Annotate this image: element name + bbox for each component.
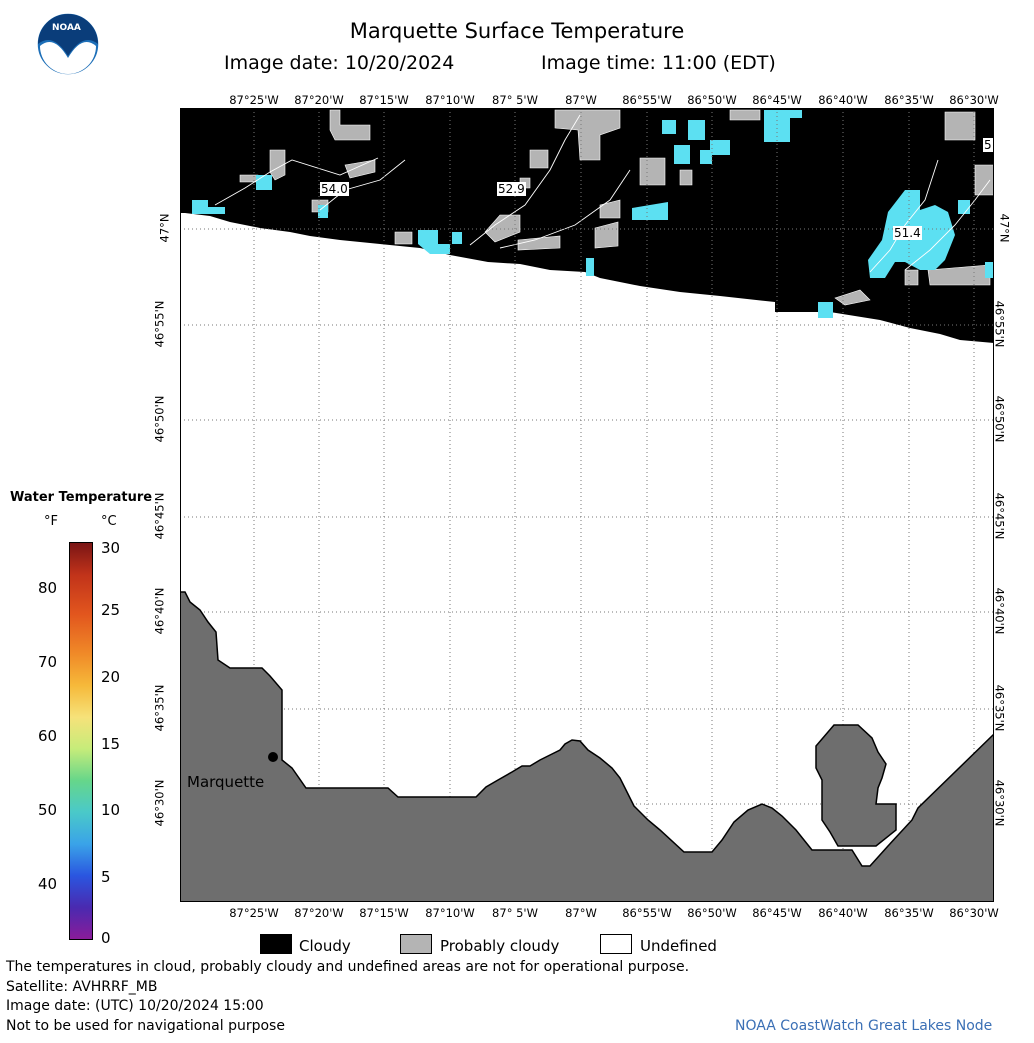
lat-label: 46°55'N (152, 300, 167, 348)
lat-label: 46°45'N (152, 492, 167, 540)
lon-label: 86°50'W (687, 906, 737, 920)
temp-label: 5 (983, 138, 993, 152)
sst-50f-area (192, 110, 994, 318)
undefined-swatch (600, 934, 632, 954)
lon-label: 86°55'W (622, 906, 672, 920)
marquette-city-marker[interactable] (268, 752, 278, 762)
legend-c-tick: 30 (101, 539, 121, 557)
image-date: Image date: 10/20/2024 (224, 52, 455, 74)
cloudy-label: Cloudy (299, 937, 351, 955)
lon-label: 86°55'W (622, 93, 672, 107)
lat-label: 46°40'N (992, 587, 1007, 635)
lat-label: 46°35'N (992, 684, 1007, 732)
legend-c-tick: 0 (101, 929, 111, 947)
lat-label: 46°55'N (992, 300, 1007, 348)
legend-unit-f: °F (44, 514, 58, 529)
lon-label: 87°W (565, 93, 597, 107)
undefined-label: Undefined (640, 937, 717, 955)
lon-label: 86°35'W (884, 906, 934, 920)
legend-title: Water Temperature (10, 490, 153, 505)
lon-label: 86°40'W (818, 93, 868, 107)
lat-label: 46°45'N (992, 492, 1007, 540)
lon-label: 86°35'W (884, 93, 934, 107)
noaa-logo-icon (36, 12, 100, 76)
lon-label: 86°40'W (818, 906, 868, 920)
map-canvas[interactable] (180, 108, 994, 902)
temp-label: 52.9 (497, 182, 526, 196)
lat-label: 46°30'N (152, 779, 167, 827)
legend-c-tick: 25 (101, 601, 121, 619)
probably-cloudy-swatch (400, 934, 432, 954)
lon-label: 87°W (565, 906, 597, 920)
lat-label: 46°50'N (152, 395, 167, 443)
graticule (180, 108, 994, 902)
isotherm-lines (214, 114, 991, 273)
lat-label: 47°N (997, 213, 1012, 243)
map-frame (180, 108, 994, 902)
noaa-logo-text: NOAA (52, 23, 81, 33)
island-area (815, 724, 897, 847)
city-label: Marquette (187, 773, 265, 791)
disclaimer-text: The temperatures in cloud, probably clou… (6, 959, 690, 975)
lat-label: 46°30'N (992, 779, 1007, 827)
lon-label: 87° 5'W (492, 906, 538, 920)
lon-label: 87°25'W (229, 93, 279, 107)
lon-label: 86°30'W (949, 906, 999, 920)
temp-label: 54.0 (320, 182, 349, 196)
legend-c-tick: 20 (101, 668, 121, 686)
lon-label: 86°45'W (752, 93, 802, 107)
lon-label: 87°20'W (294, 93, 344, 107)
lon-label: 87°15'W (359, 906, 409, 920)
lon-label: 86°45'W (752, 906, 802, 920)
legend-f-tick: 80 (38, 579, 58, 597)
lon-label: 87°10'W (425, 93, 475, 107)
lat-label: 47°N (157, 213, 172, 243)
legend-f-tick: 60 (38, 727, 58, 745)
legend-c-tick: 15 (101, 735, 121, 753)
lon-label: 87°20'W (294, 906, 344, 920)
legend-unit-c: °C (101, 514, 117, 529)
cloudy-swatch (260, 934, 292, 954)
legend-f-tick: 40 (38, 875, 58, 893)
legend-c-tick: 10 (101, 801, 121, 819)
page-title: Marquette Surface Temperature (349, 19, 685, 43)
lon-label: 86°30'W (949, 93, 999, 107)
legend-f-tick: 70 (38, 653, 58, 671)
noaa-logo: NOAA (36, 12, 100, 76)
credit-link[interactable]: NOAA CoastWatch Great Lakes Node (735, 1018, 993, 1034)
lon-label: 87°25'W (229, 906, 279, 920)
legend-c-tick: 5 (101, 868, 111, 886)
lon-label: 87°10'W (425, 906, 475, 920)
probably-cloudy-label: Probably cloudy (440, 937, 560, 955)
lat-label: 46°35'N (152, 684, 167, 732)
lon-label: 86°50'W (687, 93, 737, 107)
lat-label: 46°50'N (992, 395, 1007, 443)
satellite-text: Satellite: AVHRRF_MB (6, 979, 158, 995)
legend-f-tick: 50 (38, 801, 58, 819)
lon-label: 87° 5'W (492, 93, 538, 107)
temp-label: 51.4 (893, 226, 922, 240)
cloud-area (180, 108, 994, 343)
image-time: Image time: 11:00 (EDT) (541, 52, 776, 74)
lat-label: 46°40'N (152, 587, 167, 635)
utc-date-text: Image date: (UTC) 10/20/2024 15:00 (6, 998, 264, 1014)
land-area (180, 591, 994, 902)
lon-label: 87°15'W (359, 93, 409, 107)
legend-color-bar (69, 542, 93, 940)
navigation-warning: Not to be used for navigational purpose (6, 1018, 285, 1034)
